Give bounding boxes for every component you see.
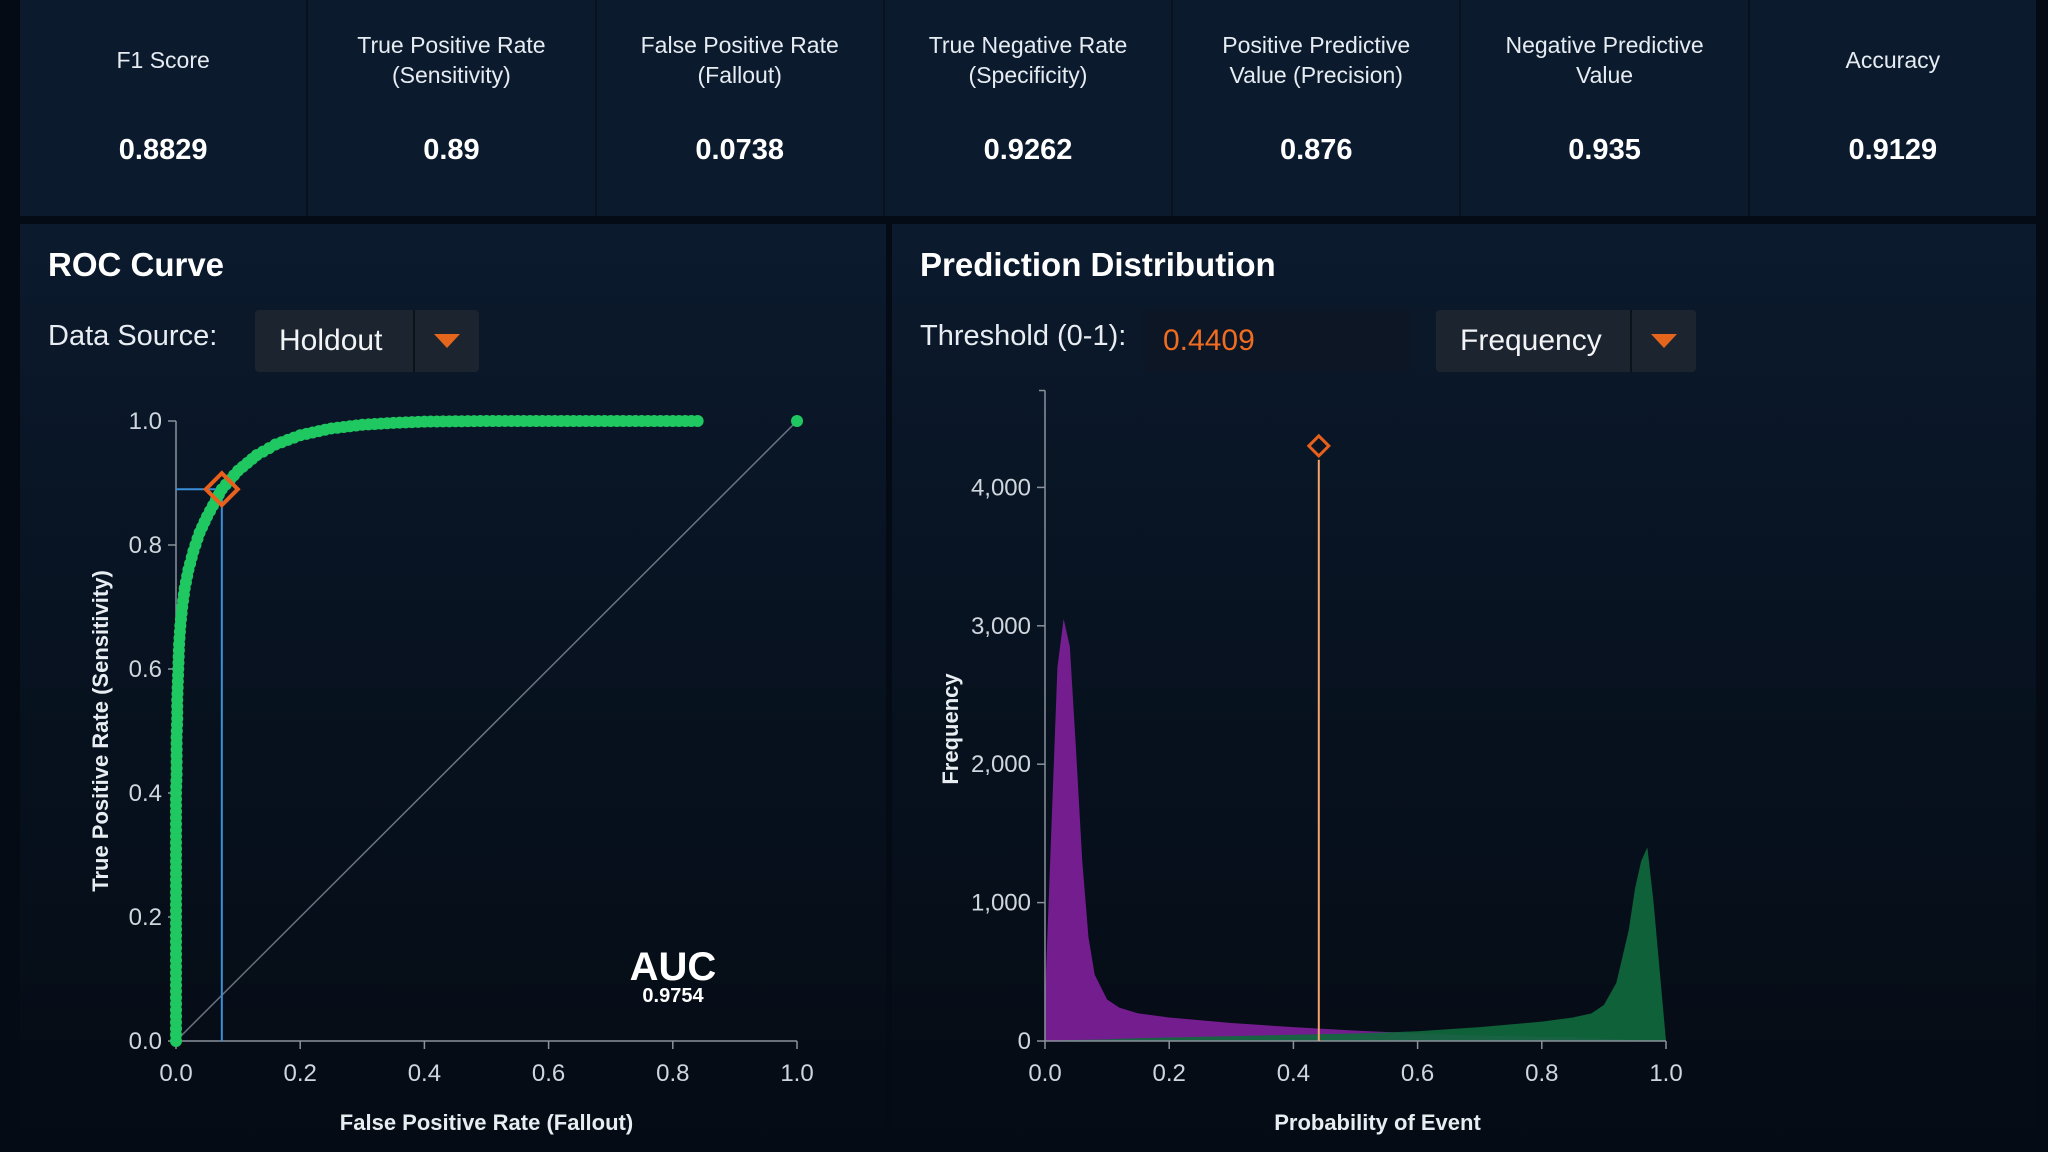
metric-label: False Positive Rate (Fallout) <box>640 32 839 88</box>
y-tick-label: 0.0 <box>129 1028 162 1055</box>
roc-marks <box>170 415 803 1047</box>
metrics-bar: F1 Score 0.8829 True Positive Rate (Sens… <box>20 0 2036 216</box>
auc-value: 0.9754 <box>642 985 704 1007</box>
metric-ppv: Positive Predictive Value (Precision) 0.… <box>1173 0 1462 216</box>
distribution-y-axis-title: Frequency <box>938 673 963 785</box>
distribution-axes: 0.0 0.2 0.4 0.6 0.8 1.0 0 1,000 2,000 3,000 4,000 <box>971 389 1683 1087</box>
metric-tpr: True Positive Rate (Sensitivity) 0.89 <box>308 0 597 216</box>
y-tick-label: 1,000 <box>971 890 1031 917</box>
auc-label: AUC <box>630 945 717 989</box>
metric-label: True Positive Rate (Sensitivity) <box>357 32 546 88</box>
x-tick-label: 0.4 <box>408 1060 441 1087</box>
threshold-input[interactable] <box>1143 310 1411 372</box>
diagonal-reference-line <box>175 420 798 1042</box>
chevron-down-icon[interactable] <box>413 310 479 372</box>
x-tick-label: 0.6 <box>1401 1060 1434 1087</box>
distribution-areas <box>1045 618 1666 1041</box>
y-tick-label: 3,000 <box>971 613 1031 640</box>
distribution-mode-value: Frequency <box>1460 324 1602 357</box>
x-tick-label: 0.0 <box>1028 1060 1061 1087</box>
x-tick-label: 0.4 <box>1277 1060 1310 1087</box>
roc-point <box>691 415 704 427</box>
y-tick-label: 2,000 <box>971 751 1031 778</box>
threshold-marker <box>1306 433 1331 459</box>
metric-value: 0.876 <box>1279 134 1353 166</box>
y-tick-label: 0.4 <box>129 780 162 807</box>
metric-accuracy: Accuracy 0.9129 <box>1750 0 2036 216</box>
x-tick-label: 1.0 <box>1649 1060 1682 1087</box>
roc-title: ROC Curve <box>48 246 225 283</box>
metric-npv: Negative Predictive Value 0.935 <box>1461 0 1750 216</box>
metric-value: 0.0738 <box>695 134 785 166</box>
roc-y-axis-title: True Positive Rate (Sensitivity) <box>88 570 113 892</box>
roc-axes: 0.0 0.2 0.4 0.6 0.8 1.0 0.0 0.2 0.4 0.6 0.8 1.0 <box>129 408 814 1087</box>
distribution-x-axis-title: Probability of Event <box>1274 1110 1481 1135</box>
distribution-area-negative <box>1045 618 1666 1041</box>
x-tick-label: 0.0 <box>159 1060 192 1087</box>
y-tick-label: 4,000 <box>971 474 1031 501</box>
metric-label: True Negative Rate (Specificity) <box>928 32 1128 88</box>
roc-end-point <box>791 415 803 427</box>
x-tick-label: 0.2 <box>284 1060 317 1087</box>
metric-tnr: True Negative Rate (Specificity) 0.9262 <box>885 0 1174 216</box>
x-tick-label: 0.8 <box>656 1060 689 1087</box>
roc-chart: 0.0 0.2 0.4 0.6 0.8 1.0 0.0 0.2 0.4 0.6 0.8 1.0 Fal… <box>88 408 814 1135</box>
distribution-area-positive <box>1045 847 1666 1041</box>
x-tick-label: 0.6 <box>532 1060 565 1087</box>
metric-value: 0.8829 <box>118 134 208 166</box>
data-source-value: Holdout <box>279 324 383 357</box>
x-tick-label: 0.2 <box>1153 1060 1186 1087</box>
x-tick-label: 1.0 <box>780 1060 813 1087</box>
y-tick-label: 0 <box>1018 1028 1031 1055</box>
chevron-down-icon[interactable] <box>1630 310 1696 372</box>
metric-label: F1 Score <box>116 47 210 73</box>
distribution-chart: 0.0 0.2 0.4 0.6 0.8 1.001,0002,0003,0004,000 … <box>938 389 1683 1135</box>
operating-point-marker <box>203 470 241 509</box>
roc-panel: ROC Curve Data Source: Holdout 0.0 0.2 0.4… <box>20 224 886 1152</box>
metric-fpr: False Positive Rate (Fallout) 0.0738 <box>597 0 885 216</box>
roc-x-axis-title: False Positive Rate (Fallout) <box>340 1110 633 1135</box>
distribution-marks <box>1306 433 1331 1041</box>
distribution-panel: Prediction Distribution Threshold (0-1):… <box>892 224 2036 1152</box>
x-tick-label: 0.8 <box>1525 1060 1558 1087</box>
data-source-dropdown[interactable]: Holdout <box>255 310 479 372</box>
metric-label: Accuracy <box>1845 47 1941 73</box>
data-source-label: Data Source: <box>48 320 218 352</box>
metric-value: 0.9262 <box>983 134 1073 166</box>
metric-f1-score: F1 Score 0.8829 <box>20 0 309 216</box>
metric-value: 0.89 <box>423 134 480 166</box>
distribution-mode-dropdown[interactable]: Frequency <box>1436 310 1696 372</box>
threshold-label: Threshold (0-1): <box>920 320 1127 352</box>
metric-value: 0.935 <box>1568 134 1641 166</box>
metric-value: 0.9129 <box>1848 134 1938 166</box>
distribution-title: Prediction Distribution <box>920 246 1276 283</box>
y-tick-label: 1.0 <box>129 408 162 435</box>
y-tick-label: 0.8 <box>129 532 162 559</box>
y-tick-label: 0.6 <box>129 656 162 683</box>
metric-label: Positive Predictive Value (Precision) <box>1222 32 1411 88</box>
y-tick-label: 0.2 <box>129 904 162 931</box>
metric-label: Negative Predictive Value <box>1505 32 1704 88</box>
